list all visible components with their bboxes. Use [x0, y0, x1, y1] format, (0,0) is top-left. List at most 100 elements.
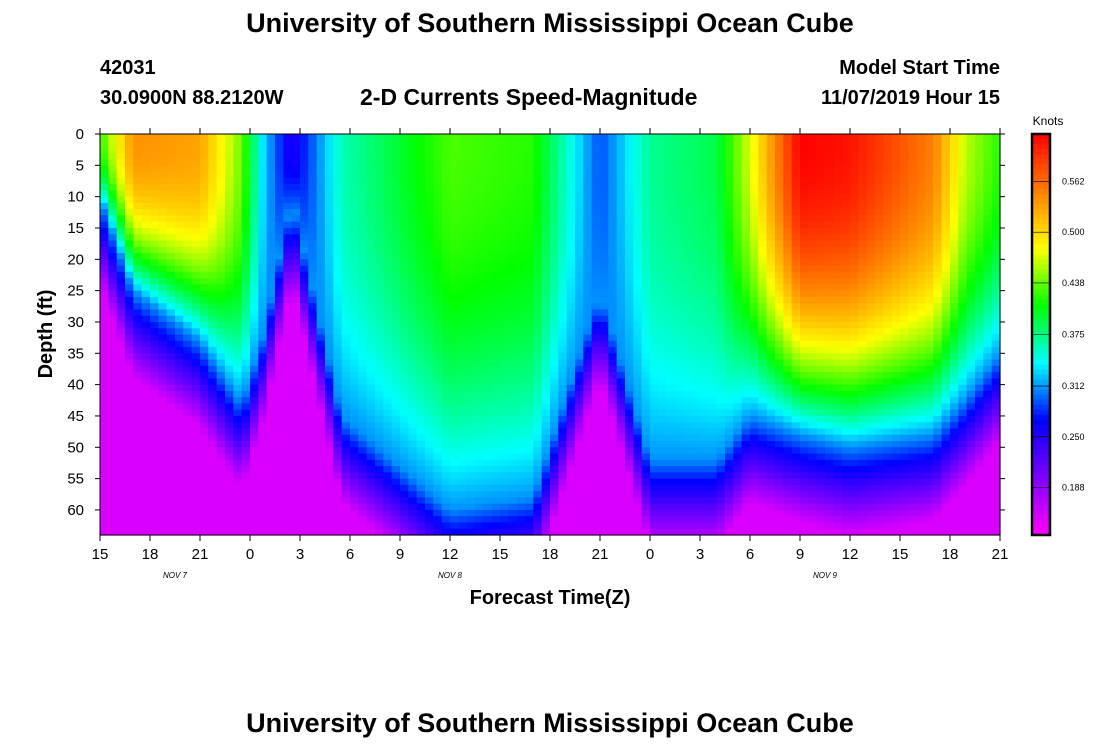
heatmap-cell	[216, 215, 226, 223]
heatmap-cell	[183, 140, 193, 148]
heatmap-cell	[258, 321, 268, 329]
heatmap-cell	[716, 190, 726, 198]
heatmap-cell	[158, 309, 168, 317]
heatmap-cell	[416, 290, 426, 298]
heatmap-cell	[283, 422, 293, 430]
heatmap-cell	[325, 384, 334, 392]
heatmap-cell	[683, 296, 693, 304]
heatmap-cell	[108, 259, 118, 267]
heatmap-cell	[258, 315, 268, 323]
heatmap-cell	[608, 390, 618, 398]
heatmap-cell	[125, 271, 134, 279]
heatmap-cell	[350, 378, 359, 386]
heatmap-cell	[633, 209, 643, 217]
heatmap-cell	[683, 390, 693, 398]
heatmap-cell	[650, 134, 659, 141]
heatmap-cell	[291, 365, 301, 373]
heatmap-cell	[508, 221, 518, 229]
heatmap-cell	[616, 415, 626, 423]
heatmap-cell	[191, 209, 201, 217]
heatmap-cell	[558, 453, 568, 461]
heatmap-cell	[308, 159, 318, 166]
heatmap-cell	[116, 215, 126, 223]
heatmap-cell	[308, 472, 318, 480]
heatmap-cell	[141, 146, 151, 154]
heatmap-cell	[408, 234, 418, 242]
heatmap-cell	[650, 509, 659, 517]
heatmap-cell	[441, 190, 451, 198]
heatmap-cell	[208, 334, 218, 342]
heatmap-cell	[616, 328, 626, 336]
heatmap-cell	[616, 365, 626, 373]
heatmap-cell	[316, 290, 326, 298]
heatmap-cell	[208, 528, 218, 536]
heatmap-cell	[491, 321, 501, 329]
heatmap-cell	[591, 422, 601, 430]
heatmap-cell	[341, 447, 351, 455]
heatmap-cell	[208, 403, 218, 411]
heatmap-cell	[158, 484, 168, 492]
heatmap-cell	[208, 384, 218, 392]
heatmap-cell	[383, 246, 393, 254]
heatmap-cell	[275, 271, 284, 279]
heatmap-cell	[133, 428, 143, 436]
heatmap-cell	[258, 221, 268, 229]
heatmap-cell	[633, 353, 643, 361]
heatmap-cell	[700, 409, 709, 417]
heatmap-cell	[533, 347, 543, 354]
heatmap-cell	[333, 478, 343, 486]
heatmap-cell	[550, 309, 559, 317]
heatmap-cell	[175, 177, 184, 185]
heatmap-cell	[375, 328, 384, 336]
heatmap-cell	[133, 434, 143, 442]
heatmap-cell	[183, 428, 193, 436]
heatmap-cell	[308, 265, 318, 273]
heatmap-cell	[591, 466, 601, 473]
heatmap-cell	[608, 428, 618, 436]
heatmap-cell	[733, 171, 743, 179]
heatmap-cell	[658, 390, 668, 398]
heatmap-cell	[283, 378, 293, 386]
heatmap-cell	[300, 184, 309, 191]
heatmap-cell	[125, 353, 134, 361]
heatmap-cell	[383, 227, 393, 235]
heatmap-cell	[433, 309, 443, 317]
heatmap-cell	[658, 165, 668, 173]
heatmap-cell	[541, 434, 551, 442]
heatmap-cell	[600, 459, 609, 467]
heatmap-cell	[250, 441, 259, 448]
heatmap-cell	[733, 209, 743, 217]
heatmap-cell	[691, 196, 701, 204]
heatmap-cell	[475, 390, 484, 398]
heatmap-cell	[116, 478, 126, 486]
heatmap-cell	[225, 340, 234, 348]
heatmap-cell	[350, 165, 359, 173]
heatmap-cell	[666, 528, 676, 536]
heatmap-cell	[475, 321, 484, 329]
heatmap-cell	[283, 240, 293, 248]
heatmap-cell	[375, 177, 384, 185]
heatmap-cell	[533, 397, 543, 405]
heatmap-cell	[241, 165, 251, 173]
heatmap-cell	[266, 259, 276, 267]
heatmap-cell	[675, 484, 684, 492]
heatmap-cell	[266, 516, 276, 524]
heatmap-cell	[316, 177, 326, 185]
heatmap-cell	[191, 528, 201, 536]
heatmap-cell	[675, 271, 684, 279]
heatmap-cell	[125, 491, 134, 499]
heatmap-cell	[550, 466, 559, 473]
heatmap-cell	[533, 271, 543, 279]
heatmap-cell	[375, 215, 384, 223]
heatmap-cell	[433, 284, 443, 292]
heatmap-cell	[733, 384, 743, 392]
heatmap-cell	[233, 472, 243, 480]
heatmap-cell	[225, 171, 234, 179]
heatmap-cell	[233, 321, 243, 329]
heatmap-cell	[450, 296, 459, 304]
heatmap-cell	[641, 340, 651, 348]
heatmap-cell	[408, 177, 418, 185]
heatmap-cell	[241, 353, 251, 361]
heatmap-cell	[333, 227, 343, 235]
heatmap-cell	[100, 321, 109, 329]
